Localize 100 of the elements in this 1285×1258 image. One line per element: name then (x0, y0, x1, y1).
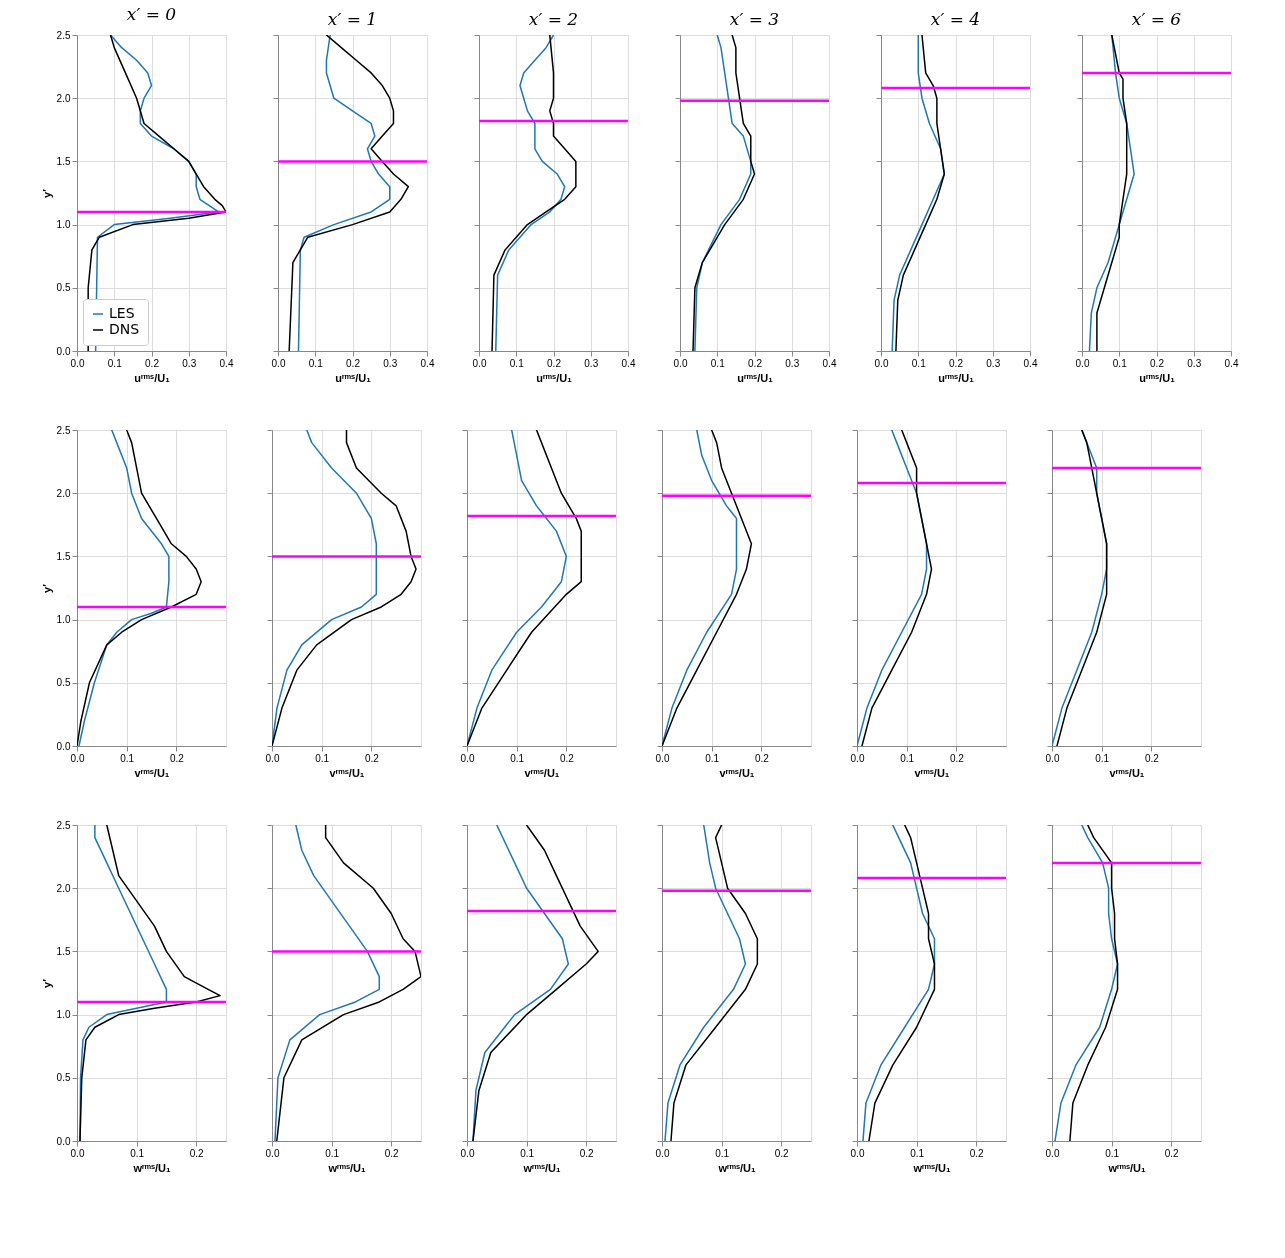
x-tick-label: 0.1 (1112, 357, 1128, 369)
chart-title: x′ = 2 (528, 8, 579, 29)
x-tick-label: 0.4 (822, 357, 837, 369)
x-tick-label: 0.0 (70, 752, 85, 764)
y-tick-label: 0.0 (56, 345, 71, 357)
x-tick-label: 0.0 (673, 357, 688, 369)
x-axis-title: wʳᵐˢ/U₁ (522, 1161, 562, 1174)
x-tick-label: 0.2 (145, 357, 160, 369)
x-tick-label: 0.0 (1045, 752, 1060, 764)
x-tick-label: 0.0 (850, 752, 865, 764)
x-tick-label: 0.1 (510, 752, 525, 764)
y-tick-label: 0.5 (56, 282, 71, 294)
y-tick-label: 2.0 (56, 92, 71, 104)
chart-title: x′ = 1 (327, 8, 378, 29)
x-tick-label: 0.0 (850, 1147, 865, 1159)
x-tick-label: 0.1 (715, 1147, 730, 1159)
x-tick-label: 0.0 (70, 1147, 85, 1159)
y-tick-label: 1.0 (56, 614, 71, 626)
x-tick-label: 0.0 (655, 1147, 670, 1159)
x-axis-title: uʳᵐˢ/U₁ (335, 371, 372, 384)
y-axis-title: y′ (40, 978, 53, 988)
y-tick-label: 2.5 (56, 424, 71, 436)
x-tick-label: 0.0 (874, 357, 889, 369)
x-axis-title: uʳᵐˢ/U₁ (938, 371, 975, 384)
x-axis-title: uʳᵐˢ/U₁ (134, 371, 171, 384)
x-tick-label: 0.1 (1105, 1147, 1120, 1159)
x-tick-label: 0.0 (265, 752, 280, 764)
x-tick-label: 0.2 (1144, 752, 1160, 764)
x-axis-title: vʳᵐˢ/U₁ (134, 766, 170, 779)
x-tick-label: 0.1 (910, 1147, 925, 1159)
x-tick-label: 0.0 (655, 752, 670, 764)
x-tick-label: 0.1 (705, 752, 720, 764)
y-tick-label: 2.5 (56, 29, 71, 41)
y-tick-label: 0.5 (56, 1072, 71, 1084)
x-tick-label: 0.0 (1045, 1147, 1060, 1159)
x-tick-label: 0.0 (265, 1147, 280, 1159)
y-tick-label: 2.0 (56, 487, 71, 499)
x-tick-label: 0.2 (754, 752, 770, 764)
x-axis-title: wʳᵐˢ/U₁ (132, 1161, 172, 1174)
x-tick-label: 0.2 (189, 1147, 205, 1159)
x-tick-label: 0.0 (472, 357, 487, 369)
x-axis-title: uʳᵐˢ/U₁ (536, 371, 573, 384)
x-tick-label: 0.3 (383, 357, 398, 369)
chart-title: x′ = 3 (729, 8, 780, 29)
x-tick-label: 0.1 (520, 1147, 535, 1159)
x-tick-label: 0.4 (621, 357, 636, 369)
x-tick-label: 0.1 (900, 752, 915, 764)
x-axis-title: wʳᵐˢ/U₁ (327, 1161, 367, 1174)
x-tick-label: 0.4 (1224, 357, 1239, 369)
x-tick-label: 0.0 (460, 1147, 475, 1159)
x-axis-title: uʳᵐˢ/U₁ (737, 371, 774, 384)
x-tick-label: 0.1 (1095, 752, 1110, 764)
x-tick-label: 0.1 (130, 1147, 145, 1159)
y-tick-label: 1.5 (56, 155, 71, 167)
legend-label: LES (109, 305, 135, 321)
x-tick-label: 0.2 (748, 357, 763, 369)
y-tick-label: 2.5 (56, 819, 71, 831)
x-tick-label: 0.0 (70, 357, 85, 369)
chart-title: x′ = 4 (930, 8, 981, 29)
x-tick-label: 0.3 (785, 357, 800, 369)
y-tick-label: 1.5 (56, 945, 71, 957)
x-tick-label: 0.0 (1075, 357, 1090, 369)
x-tick-label: 0.2 (1150, 357, 1165, 369)
x-axis-title: wʳᵐˢ/U₁ (912, 1161, 952, 1174)
x-tick-label: 0.3 (986, 357, 1001, 369)
x-axis-title: vʳᵐˢ/U₁ (1109, 766, 1145, 779)
x-axis-title: vʳᵐˢ/U₁ (524, 766, 560, 779)
x-tick-label: 0.2 (169, 752, 185, 764)
y-axis-title: y′ (40, 583, 53, 593)
x-tick-label: 0.2 (579, 1147, 595, 1159)
x-tick-label: 0.3 (584, 357, 599, 369)
x-tick-label: 0.1 (509, 357, 525, 369)
x-tick-label: 0.2 (346, 357, 361, 369)
x-tick-label: 0.2 (559, 752, 575, 764)
legend-label: DNS (109, 321, 140, 337)
x-axis-title: vʳᵐˢ/U₁ (914, 766, 950, 779)
x-tick-label: 0.1 (911, 357, 927, 369)
x-axis-title: vʳᵐˢ/U₁ (719, 766, 755, 779)
x-tick-label: 0.2 (384, 1147, 400, 1159)
y-tick-label: 1.5 (56, 550, 71, 562)
x-tick-label: 0.3 (1187, 357, 1202, 369)
x-axis-title: uʳᵐˢ/U₁ (1139, 371, 1176, 384)
x-tick-label: 0.2 (969, 1147, 985, 1159)
x-tick-label: 0.1 (710, 357, 726, 369)
x-tick-label: 0.4 (219, 357, 234, 369)
x-axis-title: vʳᵐˢ/U₁ (329, 766, 365, 779)
y-axis-title: y′ (40, 188, 53, 198)
chart-title: x′ = 0 (126, 4, 177, 24)
x-tick-label: 0.2 (364, 752, 380, 764)
y-tick-label: 0.0 (56, 1135, 71, 1147)
x-axis-title: wʳᵐˢ/U₁ (717, 1161, 757, 1174)
x-tick-label: 0.1 (315, 752, 330, 764)
x-tick-label: 0.4 (1023, 357, 1038, 369)
x-tick-label: 0.1 (120, 752, 135, 764)
x-tick-label: 0.1 (325, 1147, 340, 1159)
x-tick-label: 0.2 (774, 1147, 790, 1159)
x-tick-label: 0.2 (547, 357, 562, 369)
y-tick-label: 0.5 (56, 677, 71, 689)
x-axis-title: wʳᵐˢ/U₁ (1107, 1161, 1147, 1174)
x-tick-label: 0.1 (107, 357, 123, 369)
